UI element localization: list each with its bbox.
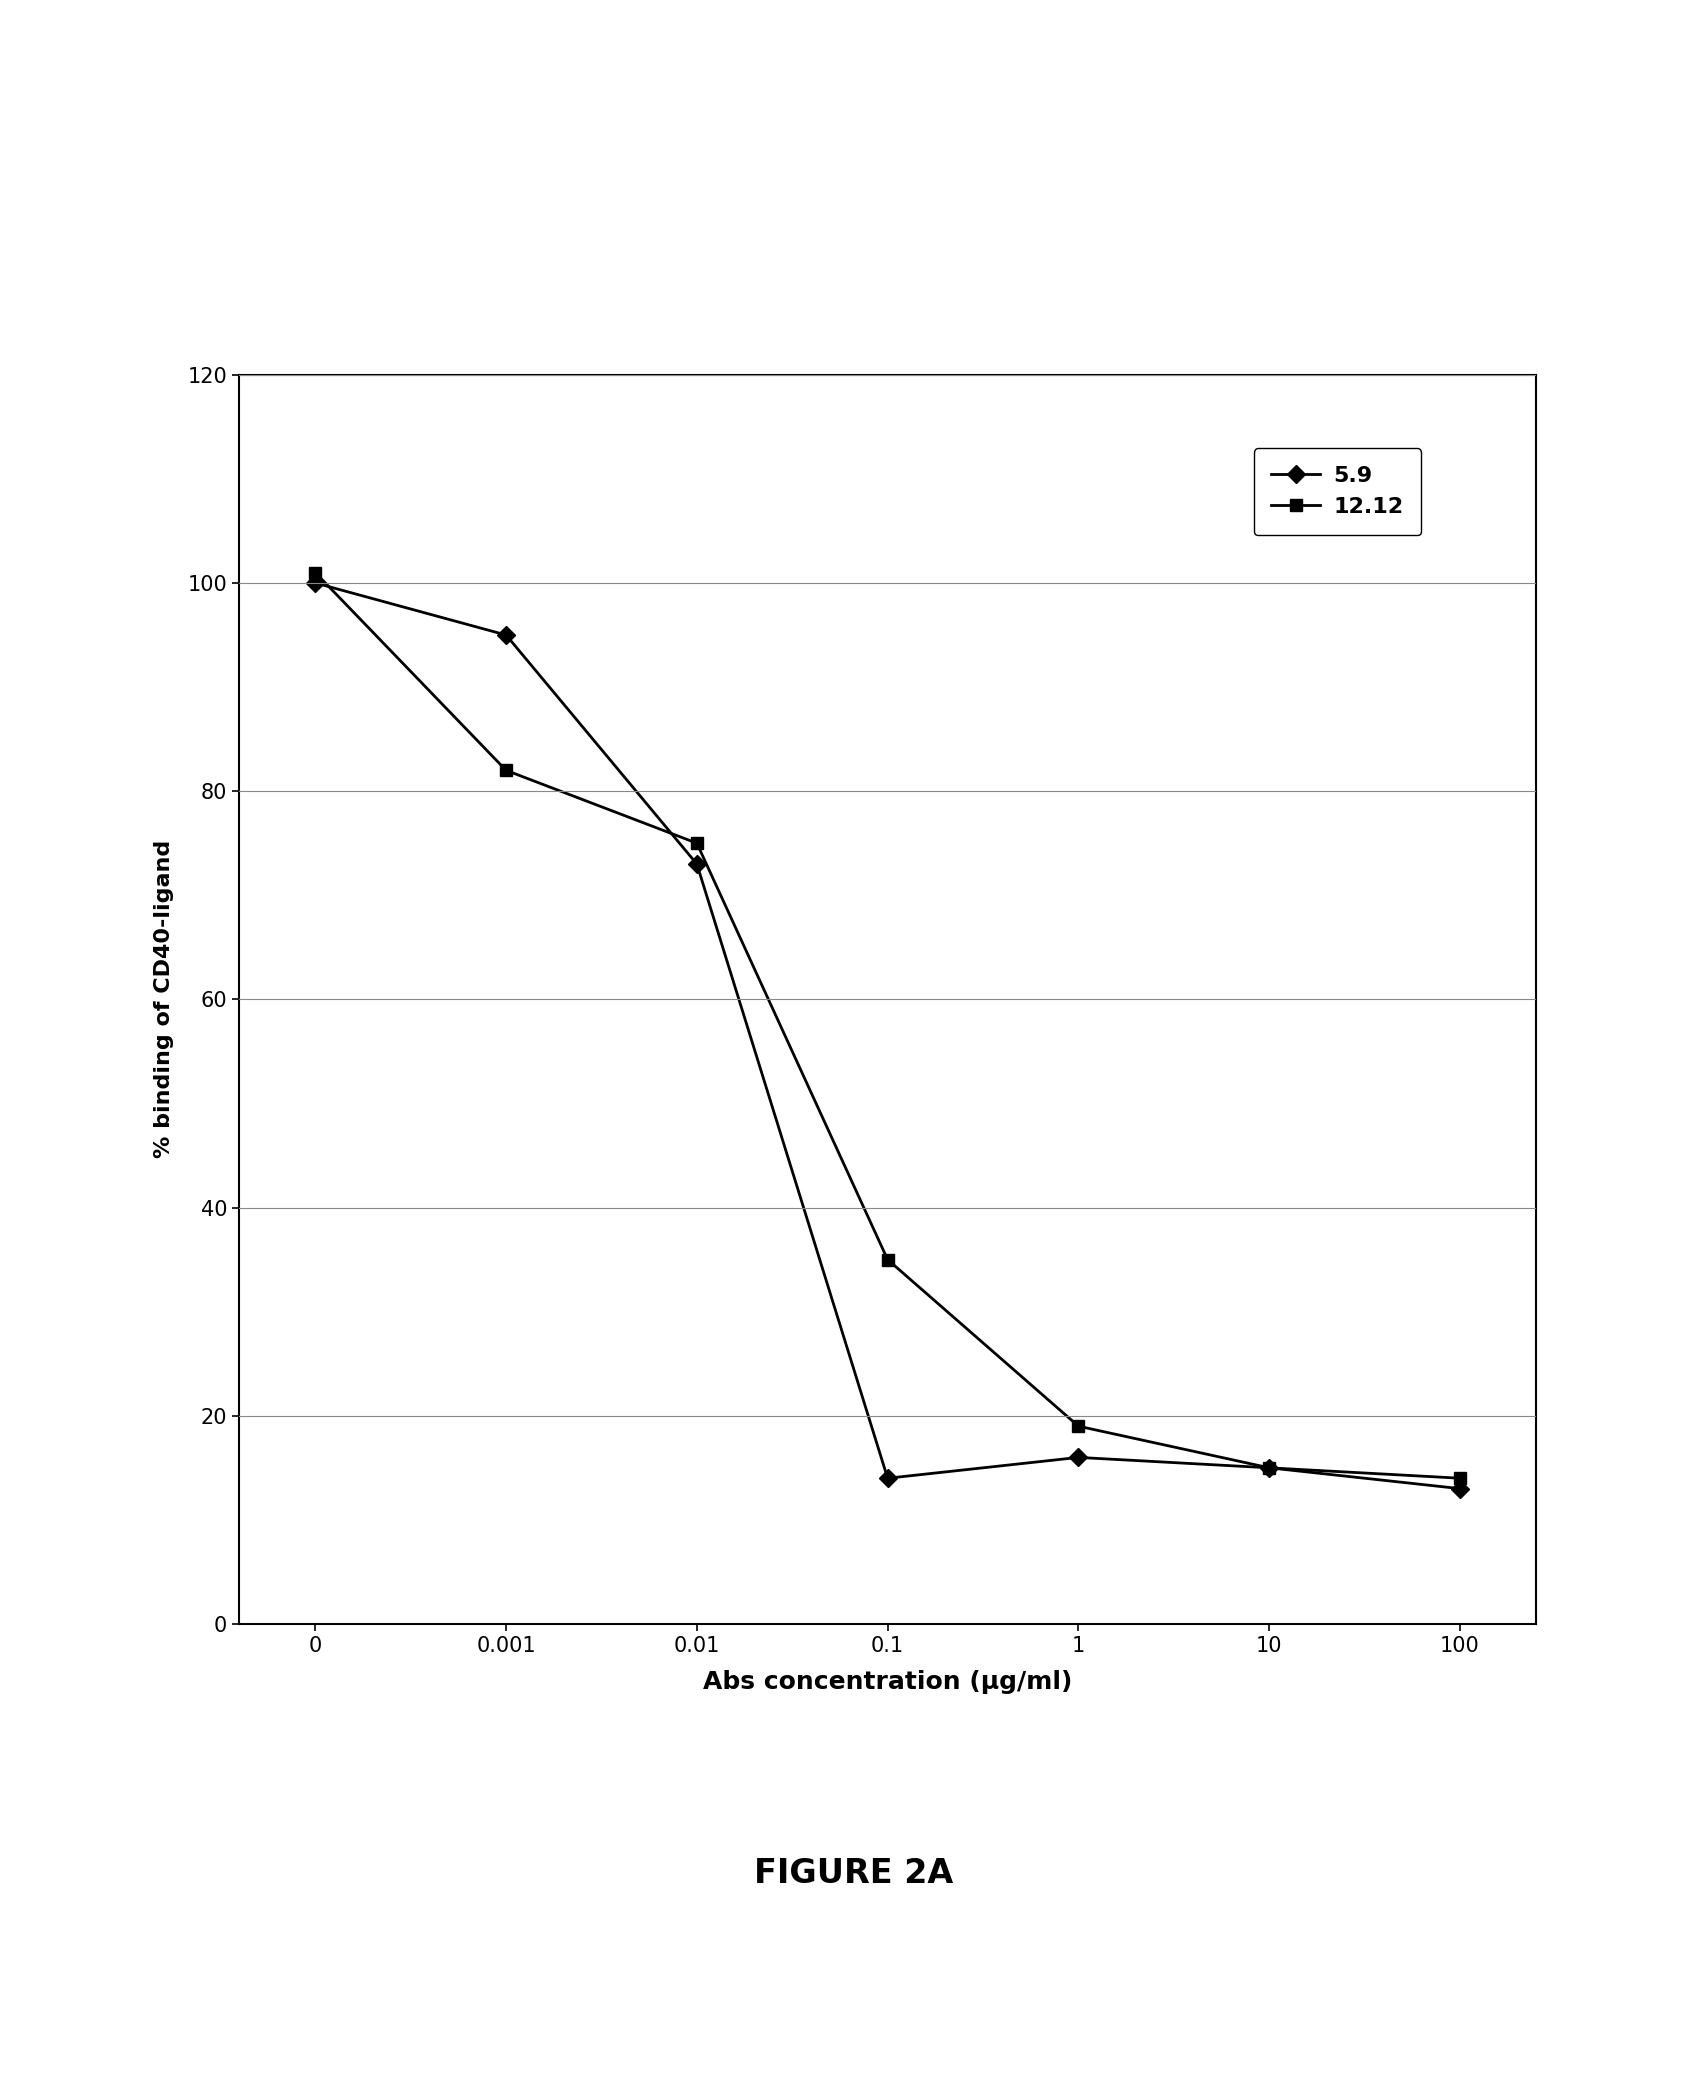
12.12: [306, 560, 326, 585]
Y-axis label: % binding of CD40-ligand: % binding of CD40-ligand: [154, 841, 174, 1158]
Line: 12.12: 12.12: [309, 566, 1466, 1484]
5.9: [1260, 1455, 1280, 1480]
Text: FIGURE 2A: FIGURE 2A: [754, 1857, 953, 1890]
5.9: [877, 1466, 898, 1491]
12.12: [495, 758, 516, 783]
12.12: [686, 831, 707, 856]
12.12: [1449, 1466, 1470, 1491]
5.9: [1449, 1476, 1470, 1501]
5.9: [495, 623, 516, 648]
12.12: [1260, 1455, 1280, 1480]
5.9: [306, 570, 326, 595]
12.12: [877, 1247, 898, 1272]
Legend: 5.9, 12.12: 5.9, 12.12: [1253, 448, 1422, 535]
5.9: [686, 852, 707, 877]
5.9: [1069, 1445, 1089, 1470]
Line: 5.9: 5.9: [309, 577, 1466, 1495]
12.12: [1069, 1414, 1089, 1439]
X-axis label: Abs concentration (μg/ml): Abs concentration (μg/ml): [703, 1670, 1072, 1693]
